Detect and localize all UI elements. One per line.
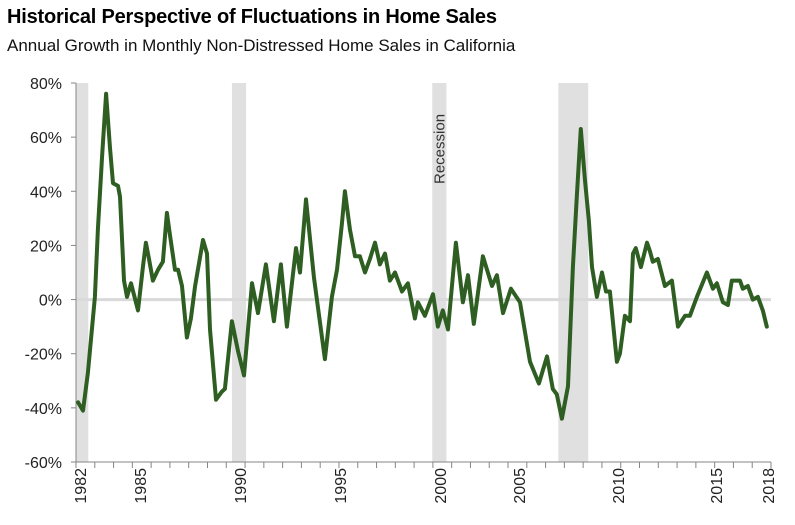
x-tick-label: 2010	[611, 468, 628, 504]
x-tick-label: 2018	[761, 468, 778, 504]
y-tick-label: 20%	[30, 238, 62, 255]
y-tick-label: -20%	[25, 347, 62, 364]
series-line	[76, 91, 769, 421]
x-tick-label: 2005	[512, 468, 529, 504]
x-tick-label: 1982	[73, 468, 90, 504]
chart-subtitle: Annual Growth in Monthly Non-Distressed …	[7, 36, 516, 55]
x-tick-label: 1985	[133, 468, 150, 504]
axes	[71, 82, 772, 468]
y-tick-label: 40%	[30, 184, 62, 201]
recession-band	[432, 83, 447, 462]
y-tick-label: 80%	[30, 76, 62, 93]
y-tick-label: 0%	[39, 293, 62, 310]
recession-band	[76, 83, 89, 462]
x-tick-label: 2000	[433, 468, 450, 504]
x-tick-label: 2015	[709, 468, 726, 504]
y-tick-label: -40%	[25, 401, 62, 418]
y-tick-label: 60%	[30, 130, 62, 147]
recession-label: Recession	[431, 114, 448, 184]
y-tick-label: -60%	[25, 455, 62, 472]
x-axis-labels: 1982 1985 1990 1995 2000 2005 2010 2015 2018	[73, 468, 778, 504]
x-tick-label: 1995	[333, 468, 350, 504]
recession-band	[231, 83, 247, 462]
series	[76, 91, 769, 421]
chart-title: Historical Perspective of Fluctuations i…	[7, 6, 497, 28]
x-tick-label: 1990	[233, 468, 250, 504]
y-axis-labels: 80% 60% 40% 20% 0% -20% -40% -60%	[25, 76, 62, 472]
